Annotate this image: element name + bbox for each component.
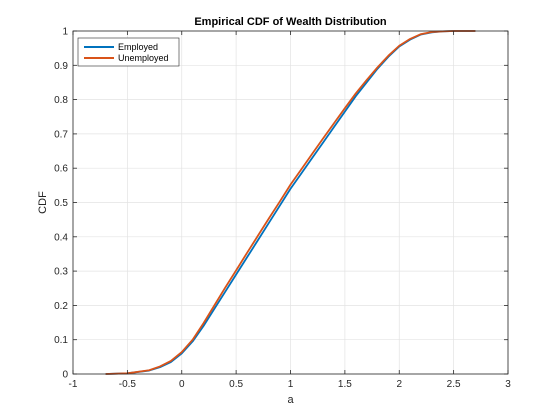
y-tick-label: 0.6	[54, 164, 68, 175]
y-tick-label: 0.8	[54, 95, 68, 106]
y-axis-label: CDF	[37, 191, 49, 214]
y-tick-label: 0.1	[54, 335, 68, 346]
y-tick-label: 0.2	[54, 301, 68, 312]
x-tick-label: 3	[505, 379, 511, 390]
x-axis-label: a	[287, 394, 294, 406]
series-line-unemployed	[105, 30, 476, 375]
x-tick-label: 2	[396, 379, 402, 390]
legend-label: Unemployed	[118, 53, 169, 63]
y-tick-label: 0.3	[54, 267, 68, 278]
x-tick-label: 1.5	[338, 379, 352, 390]
grid-lines	[72, 30, 509, 375]
x-tick-label: 1	[288, 379, 294, 390]
series-lines	[105, 30, 476, 375]
legend-label: Employed	[118, 42, 158, 52]
x-tick-label: 0	[179, 379, 185, 390]
chart-title: Empirical CDF of Wealth Distribution	[194, 16, 387, 28]
y-tick-label: 0.9	[54, 61, 68, 72]
legend-box	[77, 37, 180, 67]
y-tick-label: 0	[62, 370, 68, 381]
y-tick-label: 1	[62, 27, 68, 38]
x-tick-label: -1	[69, 379, 78, 390]
axis-ticks: -1 -0.5 0 0.5 1 1.5 2 2.5 3 0 0.1 0.2 0.3 0.4 0.5 0.6 0.…	[54, 27, 511, 391]
y-tick-label: 0.4	[54, 232, 68, 243]
y-tick-label: 0.5	[54, 198, 68, 209]
y-tick-label: 0.7	[54, 129, 68, 140]
x-tick-label: 0.5	[229, 379, 243, 390]
x-tick-label: 2.5	[447, 379, 461, 390]
x-tick-label: -0.5	[119, 379, 137, 390]
